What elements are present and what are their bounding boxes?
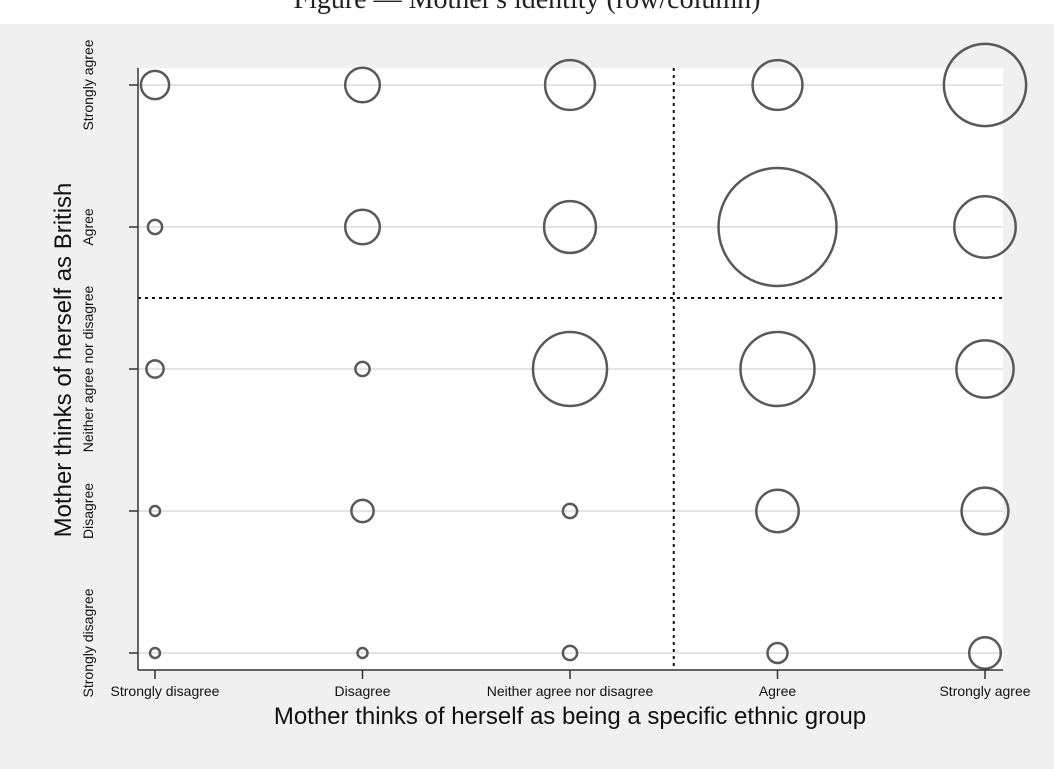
y-tick-label: Strongly agree	[80, 39, 96, 130]
bubble-point	[356, 646, 369, 660]
y-axis-label: Mother thinks of herself as British	[50, 183, 77, 538]
bubble-point	[967, 635, 1003, 671]
bubble-point	[942, 42, 1028, 128]
bubble-point	[953, 195, 1017, 259]
bubble-point	[354, 360, 371, 378]
bubble-point	[343, 66, 382, 104]
bubble-point	[531, 330, 609, 408]
bubble-point	[148, 646, 162, 660]
y-tick-label: Strongly disagree	[80, 588, 96, 697]
bubble-point	[350, 498, 375, 524]
bubble-point	[139, 69, 171, 101]
reference-lines	[138, 68, 1003, 670]
bubble-point	[343, 208, 382, 246]
y-tick-label: Neither agree nor disagree	[80, 286, 96, 453]
x-tick-label: Disagree	[334, 683, 390, 699]
bubble-point	[751, 58, 804, 112]
x-tick-label: Agree	[759, 683, 797, 699]
bubbles	[139, 42, 1028, 671]
x-tick-label: Strongly disagree	[111, 683, 220, 699]
bubble-point	[148, 504, 162, 518]
bubble-point	[739, 330, 816, 408]
bubble-point	[755, 488, 800, 534]
bubble-point	[960, 486, 1010, 536]
bubble-point	[561, 644, 579, 662]
x-tick-label: Neither agree nor disagree	[487, 683, 654, 699]
grid-lines	[138, 84, 1003, 654]
bubble-point	[766, 641, 789, 665]
bubble-point	[542, 199, 598, 255]
y-axis-ticks: Strongly disagree Disagree Neither agree n…	[80, 39, 138, 697]
figure-caption: Figure — Mother's identity (row/column)	[0, 0, 1054, 24]
bubble-point	[543, 58, 597, 112]
figure-caption-text: Figure — Mother's identity (row/column)	[294, 0, 761, 15]
x-axis-ticks: Strongly disagree Disagree Neither agree n…	[111, 670, 1031, 699]
bubble-point	[561, 502, 579, 520]
y-tick-label: Disagree	[80, 483, 96, 539]
y-tick-label: Agree	[80, 208, 96, 246]
x-axis-label: Mother thinks of herself as being a spec…	[274, 703, 866, 730]
bubble-point	[717, 166, 838, 288]
bubble-point	[955, 339, 1015, 399]
bubble-point	[146, 218, 164, 236]
bubble-point	[145, 359, 165, 379]
x-tick-label: Strongly agree	[939, 683, 1030, 699]
